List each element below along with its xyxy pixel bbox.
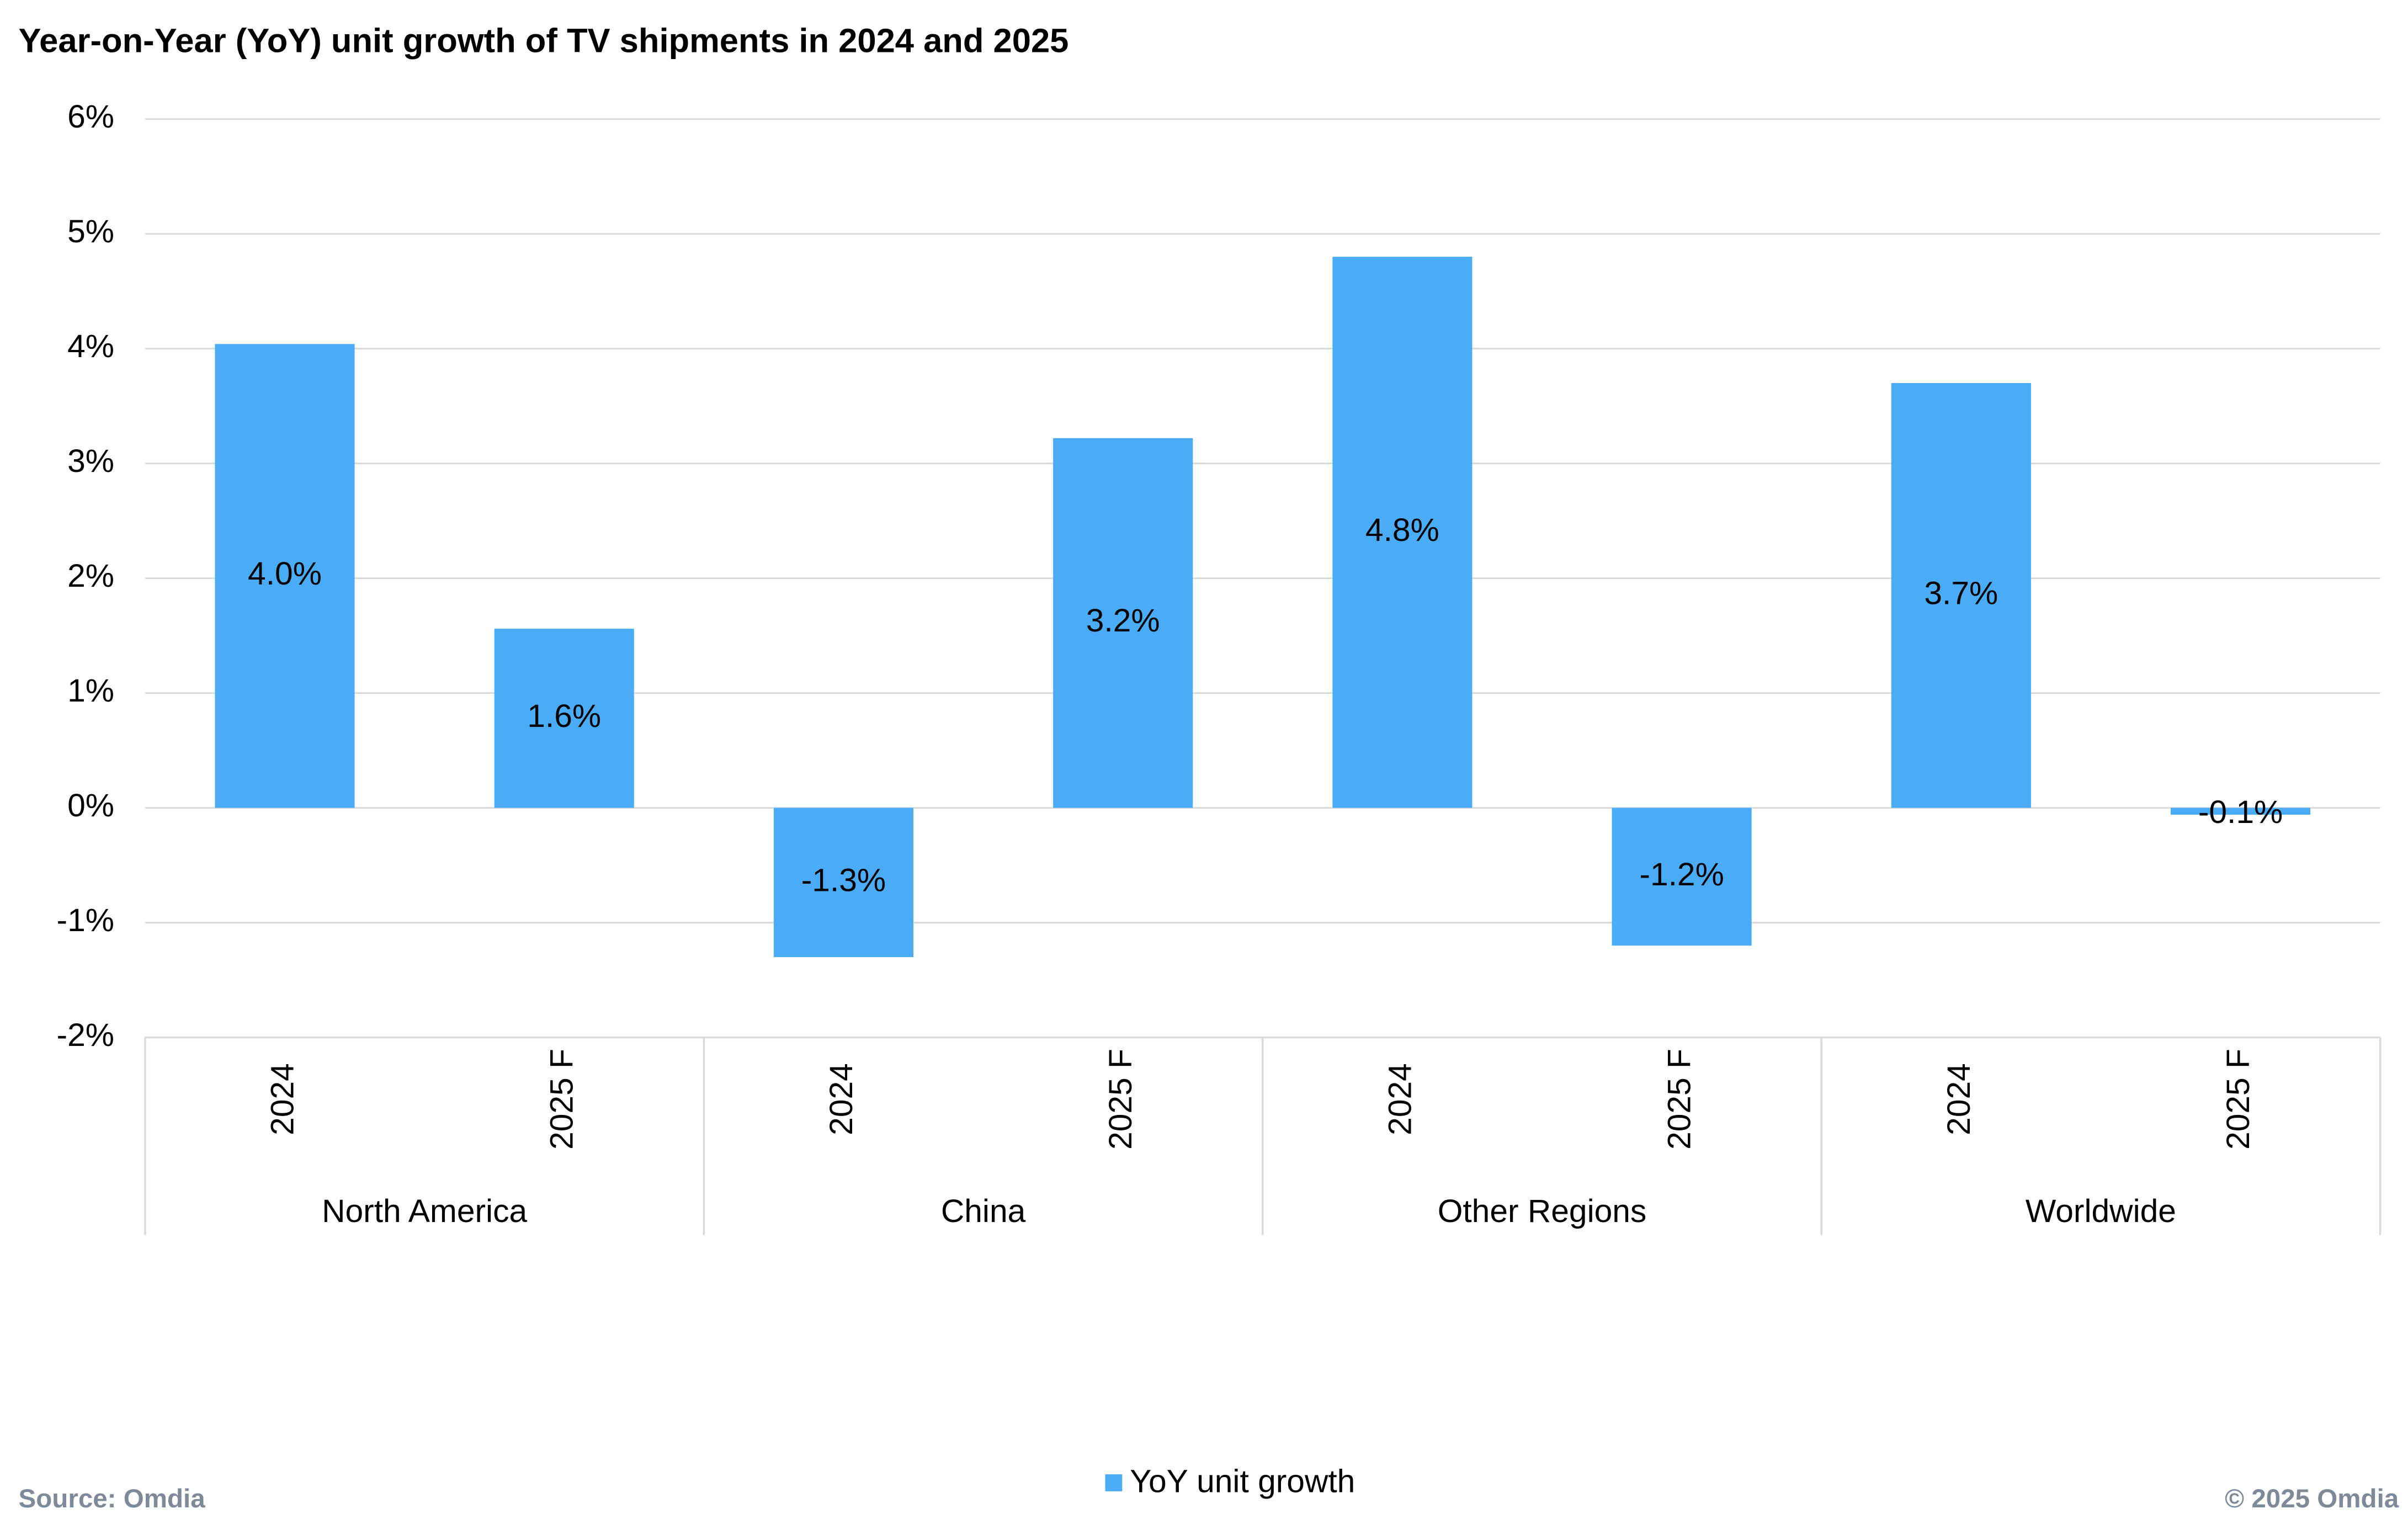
data-label: 4.0% xyxy=(248,556,322,592)
data-label: -1.3% xyxy=(801,862,886,898)
group-label: China xyxy=(941,1193,1026,1229)
chart-title: Year-on-Year (YoY) unit growth of TV shi… xyxy=(19,22,1069,60)
x-tick-label: 2024 xyxy=(265,1063,301,1135)
bar xyxy=(215,344,355,808)
bar xyxy=(1612,808,1752,946)
x-tick-label: 2025 F xyxy=(1662,1049,1698,1150)
bar xyxy=(773,808,914,958)
group-label: Worldwide xyxy=(2026,1193,2176,1229)
y-tick-label: 3% xyxy=(67,443,114,479)
data-label: -0.1% xyxy=(2198,794,2283,830)
y-tick-label: 1% xyxy=(67,673,114,709)
legend-label: YoY unit growth xyxy=(1130,1463,1355,1499)
data-label: 3.7% xyxy=(1924,575,1998,611)
bar xyxy=(1332,257,1473,808)
x-tick-label: 2024 xyxy=(1941,1063,1977,1135)
source: Source: Omdia xyxy=(19,1484,206,1513)
y-tick-label: 2% xyxy=(67,558,114,594)
legend-swatch xyxy=(1105,1474,1123,1491)
bar xyxy=(494,629,634,808)
data-label: 1.6% xyxy=(527,698,601,734)
bar xyxy=(2170,808,2311,815)
x-tick-label: 2025 F xyxy=(2220,1049,2256,1150)
x-tick-label: 2024 xyxy=(1382,1063,1418,1135)
x-tick-label: 2024 xyxy=(823,1063,859,1135)
bar xyxy=(1053,438,1193,808)
y-tick-label: 0% xyxy=(67,788,114,824)
group-label: North America xyxy=(322,1193,527,1229)
data-label: 3.2% xyxy=(1086,603,1160,639)
y-tick-label: 4% xyxy=(67,328,114,364)
y-tick-label: 5% xyxy=(67,214,114,249)
x-tick-label: 2025 F xyxy=(1103,1049,1139,1150)
y-tick-label: -1% xyxy=(57,902,114,938)
data-label: -1.2% xyxy=(1639,857,1724,892)
data-label: 4.8% xyxy=(1365,512,1439,548)
y-tick-label: -2% xyxy=(57,1017,114,1053)
group-label: Other Regions xyxy=(1438,1193,1647,1229)
bar xyxy=(1891,382,2031,808)
y-tick-label: 6% xyxy=(67,99,114,135)
x-tick-label: 2025 F xyxy=(544,1049,580,1150)
copyright: © 2025 Omdia xyxy=(2225,1484,2399,1513)
